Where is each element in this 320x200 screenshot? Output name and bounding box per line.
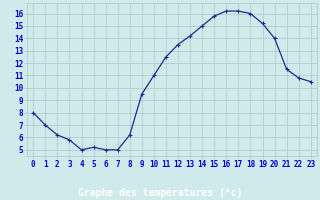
Text: Graphe des températures (°c): Graphe des températures (°c) bbox=[78, 187, 242, 198]
